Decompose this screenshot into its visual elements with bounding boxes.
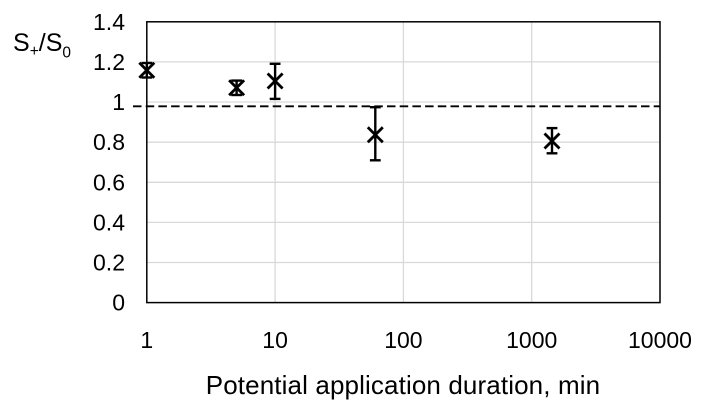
- svg-text:0.2: 0.2: [93, 250, 125, 276]
- svg-text:10000: 10000: [628, 327, 692, 353]
- svg-text:1.4: 1.4: [93, 9, 125, 35]
- svg-text:100: 100: [384, 327, 422, 353]
- svg-text:0.8: 0.8: [93, 129, 125, 155]
- svg-text:S+/S0: S+/S0: [13, 29, 71, 62]
- svg-text:1.2: 1.2: [93, 49, 125, 75]
- svg-text:0: 0: [112, 290, 125, 316]
- svg-text:1: 1: [112, 89, 125, 115]
- svg-text:0.4: 0.4: [93, 209, 125, 235]
- svg-text:1000: 1000: [506, 327, 557, 353]
- svg-text:1: 1: [140, 327, 153, 353]
- svg-text:Potential application duration: Potential application duration, min: [206, 370, 600, 400]
- svg-text:10: 10: [262, 327, 288, 353]
- svg-text:0.6: 0.6: [93, 169, 125, 195]
